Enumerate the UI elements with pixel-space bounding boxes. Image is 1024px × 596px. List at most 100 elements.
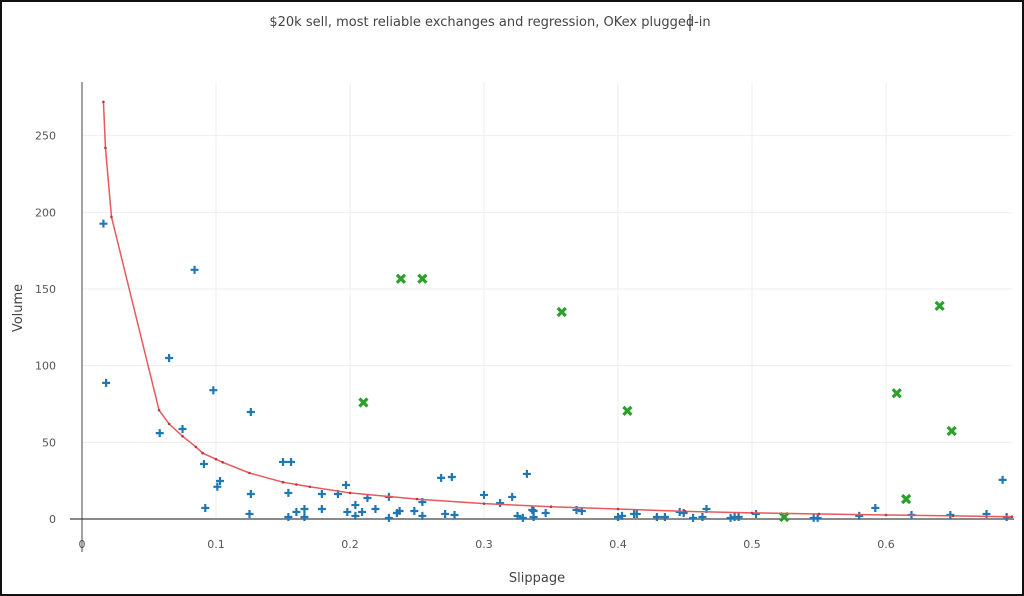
- exchange-point: [518, 513, 527, 522]
- exchange-point: [618, 511, 627, 520]
- exchange-point: [752, 509, 761, 518]
- exchange-point: [209, 386, 218, 395]
- okex-point: [395, 273, 407, 284]
- x-tick-label: 0.4: [609, 538, 627, 551]
- x-tick-label: 0.5: [743, 538, 761, 551]
- y-tick-label: 50: [42, 436, 56, 449]
- exchange-point: [689, 513, 698, 522]
- exchange-point: [698, 513, 707, 522]
- exchange-point: [508, 492, 517, 501]
- exchange-point: [410, 507, 419, 516]
- exchange-point: [447, 472, 456, 481]
- exchange-point: [450, 511, 459, 520]
- exchange-point: [855, 511, 864, 520]
- exchange-point: [652, 513, 661, 522]
- regression-point: [102, 100, 105, 104]
- exchange-point: [363, 493, 372, 502]
- x-axis-title: Slippage: [509, 571, 565, 586]
- exchange-point: [513, 511, 522, 520]
- exchange-point: [871, 503, 880, 512]
- exchange-point: [292, 507, 301, 516]
- okex-point: [556, 306, 567, 318]
- regression-point: [201, 451, 204, 455]
- exchange-point: [480, 490, 489, 499]
- exchange-point: [99, 219, 108, 228]
- exchange-point: [418, 511, 427, 520]
- exchange-point: [246, 490, 255, 499]
- exchange-point: [371, 505, 380, 514]
- exchange-point: [522, 469, 531, 478]
- x-tick-label: 0.6: [877, 538, 895, 551]
- exchange-point: [632, 509, 641, 518]
- exchange-point: [529, 513, 538, 522]
- exchange-point: [317, 505, 326, 514]
- y-tick-label: 100: [35, 360, 56, 373]
- okex-point: [779, 511, 790, 523]
- exchange-point: [165, 354, 174, 362]
- okex-point: [901, 493, 912, 505]
- exchange-point: [351, 511, 360, 520]
- okex-point: [891, 388, 902, 399]
- okex-point: [358, 397, 369, 408]
- exchange-point: [199, 459, 208, 468]
- regression-point: [951, 514, 955, 518]
- regression-point: [167, 422, 171, 426]
- chart-title[interactable]: $20k sell, most reliable exchanges and r…: [269, 15, 710, 30]
- regression-point: [157, 408, 161, 412]
- y-tick-label: 200: [35, 206, 56, 219]
- y-tick-label: 150: [35, 283, 56, 296]
- exchange-point: [287, 457, 296, 466]
- regression-point: [1010, 515, 1014, 518]
- regression-point: [549, 505, 553, 509]
- exchange-point: [358, 507, 367, 516]
- regression-point: [248, 471, 251, 475]
- exchange-point: [734, 513, 743, 522]
- y-axis-title: Volume: [11, 284, 26, 332]
- exchange-point: [341, 480, 350, 489]
- exchange-point: [541, 509, 550, 518]
- regression-point: [110, 215, 113, 219]
- regression-point: [194, 445, 198, 449]
- exchange-point: [213, 482, 222, 491]
- data-marks: [99, 100, 1014, 523]
- exchange-point: [813, 513, 822, 522]
- regression-point: [295, 483, 298, 486]
- exchange-point: [384, 513, 393, 522]
- okex-point: [417, 273, 428, 284]
- regression-point: [750, 511, 754, 515]
- exchange-point: [178, 424, 187, 433]
- okex-point: [934, 300, 945, 311]
- regression-point: [214, 457, 218, 461]
- exchange-point: [496, 499, 505, 508]
- exchange-point: [343, 507, 352, 516]
- regression-point: [616, 507, 620, 511]
- exchange-point: [201, 503, 210, 512]
- exchange-point: [395, 507, 404, 516]
- x-tick-label: 0.3: [475, 538, 493, 551]
- regression-point: [683, 510, 687, 513]
- exchange-point: [190, 265, 199, 274]
- exchange-point: [246, 407, 255, 416]
- exchange-point: [245, 509, 254, 518]
- exchange-point: [317, 490, 326, 499]
- exchange-point: [300, 505, 309, 514]
- regression-point: [221, 460, 225, 464]
- x-tick-label: 0.2: [341, 538, 359, 551]
- x-tick-label: 0.1: [207, 538, 225, 551]
- regression-point: [348, 491, 352, 495]
- exchange-point: [998, 475, 1007, 484]
- exchange-point: [441, 509, 450, 518]
- regression-point: [415, 497, 419, 501]
- gridlines: [82, 82, 1012, 519]
- exchange-point: [284, 488, 293, 497]
- exchange-point: [284, 513, 293, 522]
- exchange-point: [102, 378, 111, 387]
- exchange-point: [660, 513, 669, 522]
- exchange-point: [437, 473, 446, 482]
- exchange-point: [216, 476, 225, 485]
- regression-point: [281, 480, 285, 484]
- exchange-point: [155, 429, 164, 438]
